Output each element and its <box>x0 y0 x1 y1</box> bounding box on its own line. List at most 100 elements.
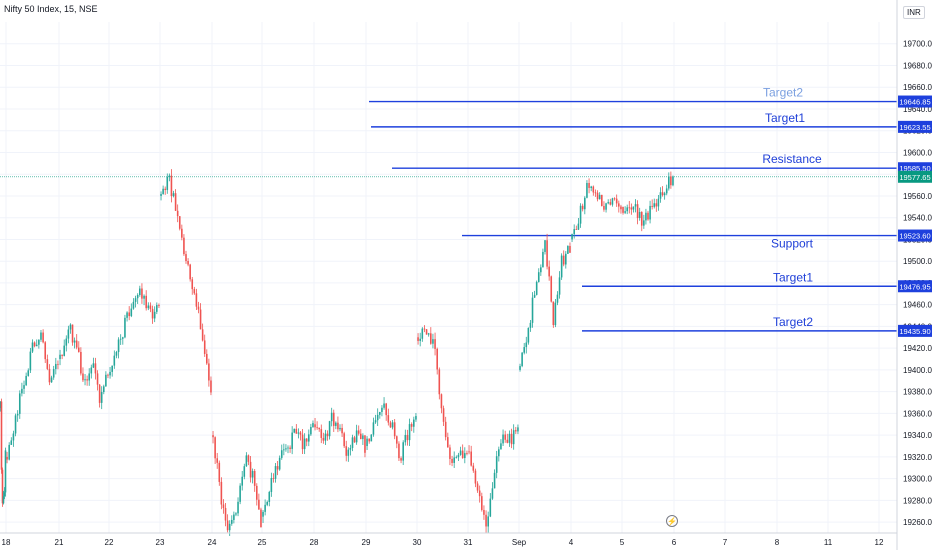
candle-body <box>663 193 666 196</box>
candle-body <box>596 192 599 200</box>
candle-body <box>272 478 275 479</box>
candle-body <box>581 205 584 210</box>
candle-body <box>266 501 268 505</box>
candle-body <box>379 411 381 415</box>
candle-body <box>153 311 156 319</box>
candle-body <box>339 427 341 430</box>
candle-body <box>615 198 618 204</box>
candle-body <box>483 509 485 515</box>
candle-body <box>233 514 235 520</box>
candle-body <box>25 375 27 386</box>
candle-body <box>178 216 181 229</box>
x-tick-label: 6 <box>672 538 677 547</box>
candle-body <box>370 434 373 442</box>
x-tick-label: 7 <box>723 538 728 547</box>
candle-body <box>632 206 635 210</box>
candle-body <box>455 457 458 459</box>
candle-body <box>647 212 649 220</box>
x-tick-label: 11 <box>824 538 833 547</box>
candle-body <box>544 240 546 252</box>
candle-body <box>558 277 561 295</box>
candle-body <box>18 393 21 414</box>
candle-body <box>6 456 8 460</box>
candle-body <box>162 188 164 195</box>
candle-body <box>61 354 63 356</box>
candle-body <box>653 203 656 207</box>
candle-body <box>113 355 116 366</box>
candle-body <box>128 312 130 317</box>
level-label-resistance: Resistance <box>762 152 822 166</box>
candle-body <box>143 295 145 299</box>
x-tick-label: 31 <box>464 538 473 547</box>
currency-label[interactable]: INR <box>903 6 925 19</box>
candle-body <box>508 433 511 443</box>
candle-body <box>50 377 53 383</box>
candle-body <box>425 329 428 335</box>
x-tick-label: 24 <box>208 538 217 547</box>
y-tick-label: 19600.00 <box>903 148 932 157</box>
candle-body <box>293 428 296 433</box>
candle-body <box>243 466 246 477</box>
candle-body <box>88 373 91 381</box>
candle-body <box>523 347 525 353</box>
candle-body <box>655 203 658 207</box>
candle-body <box>391 422 394 428</box>
candle-body <box>670 176 672 186</box>
candle-body <box>550 276 553 302</box>
level-lines[interactable]: Target2 Target1 Resistance Support Target1 Ta… <box>0 86 897 332</box>
candle-body <box>278 457 281 470</box>
candle-body <box>330 412 333 422</box>
candle-body <box>512 430 515 445</box>
y-tick-label: 19380.00 <box>903 388 932 397</box>
candle-body <box>289 447 291 449</box>
candle-body <box>0 401 3 470</box>
candle-body <box>628 207 631 209</box>
candle-body <box>40 332 42 340</box>
candle-body <box>295 428 298 434</box>
candle-body <box>119 338 122 340</box>
x-tick-label: Sep <box>512 538 527 547</box>
candle-body <box>611 198 614 205</box>
candle-body <box>609 202 612 205</box>
candle-body <box>341 427 343 434</box>
candle-body <box>498 449 500 457</box>
candle-body <box>210 380 212 393</box>
candle-body <box>174 193 177 211</box>
level-label-target1: Target1 <box>765 111 805 125</box>
candle-body <box>67 329 70 339</box>
candle-body <box>472 465 475 471</box>
candle-body <box>44 342 47 360</box>
candle-body <box>29 351 32 371</box>
candle-body <box>457 454 460 458</box>
candle-body <box>603 205 605 210</box>
lightning-icon[interactable]: ⚡ <box>666 515 678 527</box>
candle-body <box>626 207 628 212</box>
candle-body <box>203 340 206 354</box>
candle-body <box>668 176 670 189</box>
candle-body <box>299 432 302 435</box>
candle-body <box>345 446 348 456</box>
x-tick-label: 8 <box>775 538 780 547</box>
candle-body <box>421 328 424 339</box>
candle-body <box>100 392 103 403</box>
level-label-target1: Target1 <box>773 270 813 284</box>
candle-body <box>556 294 559 303</box>
candle-body <box>199 309 202 330</box>
candle-body <box>124 317 126 338</box>
candle-body <box>255 485 258 500</box>
candle-body <box>415 416 417 420</box>
candle-body <box>630 207 633 210</box>
candle-body <box>249 461 252 478</box>
price-badge-text: 19623.55 <box>899 123 930 132</box>
candle-body <box>247 455 250 462</box>
y-tick-label: 19360.00 <box>903 409 932 418</box>
candle-body <box>168 175 171 177</box>
candle-body <box>527 327 530 343</box>
candle-body <box>618 203 620 207</box>
candle-body <box>636 204 639 219</box>
candle-body <box>212 435 214 438</box>
candle-body <box>80 351 82 374</box>
candle-body <box>226 520 229 531</box>
